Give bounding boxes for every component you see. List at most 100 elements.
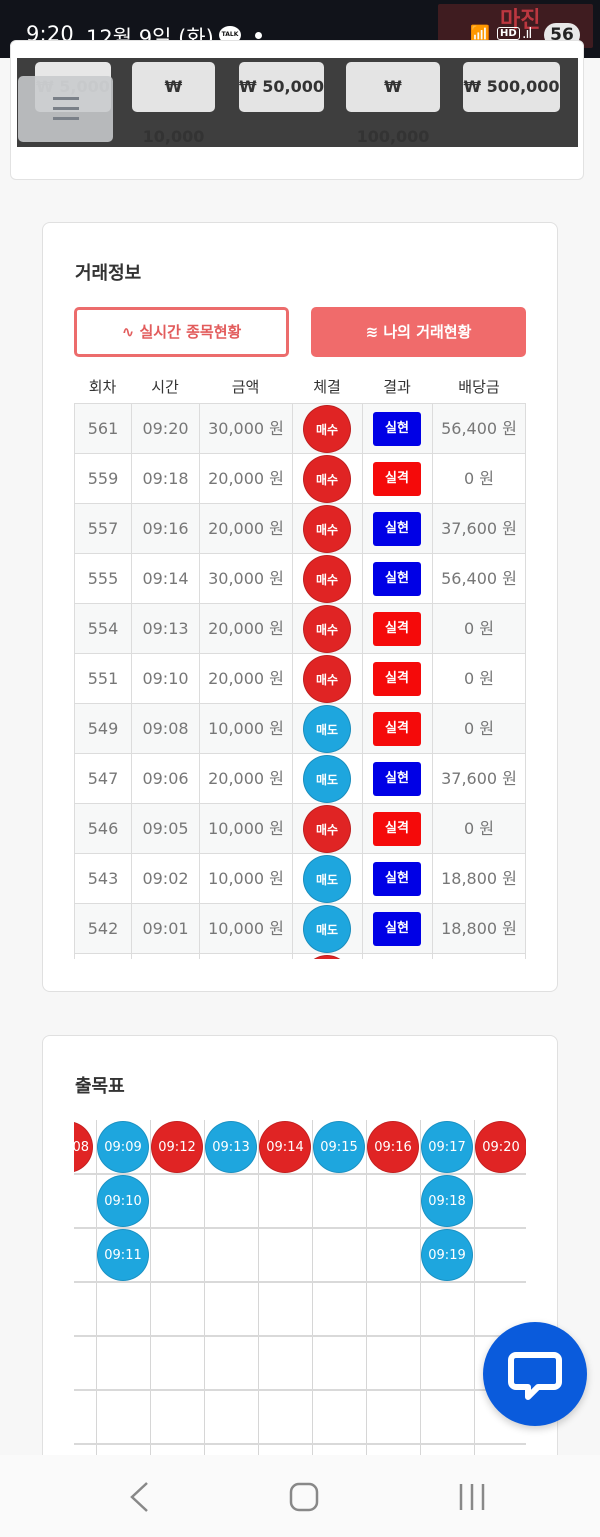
cell-round: 551 [74,654,131,704]
buy-badge: 매수 [303,455,351,503]
cell-amount: 20,000 원 [199,754,292,804]
cell-round: 559 [74,454,131,504]
signal-icon: .ıl [522,26,532,42]
grid-line [258,1120,259,1455]
sell-badge: 매도 [303,705,351,753]
table-row[interactable]: 543 09:02 10,000 원 18,800 원 매도 실현 [74,854,526,904]
cell-round: 543 [74,854,131,904]
cell-amount: 20,000 원 [199,504,292,554]
lose-badge: 실격 [373,662,421,696]
table-row[interactable]: 547 09:06 20,000 원 37,600 원 매도 실현 [74,754,526,804]
kakaotalk-icon: TALK [219,26,241,44]
watermark-text: 마진 [500,8,541,33]
buy-result-ball: 09:14 [259,1121,311,1173]
cell-result [362,754,432,804]
table-row[interactable]: 554 09:13 20,000 원 0 원 매수 실격 [74,604,526,654]
chip-100000[interactable]: ₩ 100,000 [346,62,440,146]
buy-badge: 매수 [303,805,351,853]
grid-line [74,1443,526,1445]
chip-10000[interactable]: ₩ 10,000 [132,62,215,146]
trade-table[interactable]: 561 09:20 30,000 원 56,400 원 매수 실현 559 09:18 20,0… [74,403,526,959]
win-badge: 실현 [373,562,421,596]
table-row[interactable]: 555 09:14 30,000 원 56,400 원 매수 실현 [74,554,526,604]
cell-amount: 20,000 원 [199,604,292,654]
cell-position [292,454,362,504]
grid-line [150,1120,151,1455]
cell-round: 554 [74,604,131,654]
cell-time: 09:01 [131,904,199,954]
cell-result [362,854,432,904]
sell-result-ball: 09:11 [97,1229,149,1281]
hamburger-menu-button[interactable] [18,76,113,142]
cell-round: 561 [74,404,131,454]
chat-button[interactable] [483,1322,587,1426]
home-button[interactable] [274,1477,334,1517]
recents-button[interactable] [442,1477,502,1517]
sell-result-ball: 09:18 [421,1175,473,1227]
grid-line [74,1227,526,1229]
cell-time: 09:18 [131,454,199,504]
buy-result-ball: 09:12 [151,1121,203,1173]
cell-amount: 20,000 원 [199,654,292,704]
cell-time: 09:13 [131,604,199,654]
cell-position [292,604,362,654]
table-row[interactable]: 549 09:08 10,000 원 0 원 매도 실격 [74,704,526,754]
table-row[interactable]: 557 09:16 20,000 원 37,600 원 매수 실현 [74,504,526,554]
chip-500000[interactable]: ₩ 500,000 [463,62,560,112]
buy-result-ball: 09:16 [367,1121,419,1173]
system-nav-bar [0,1455,600,1537]
grid-line [312,1120,313,1455]
buy-badge: 매수 [303,405,351,453]
cell-amount: 10,000 원 [199,904,292,954]
grid-line [474,1120,475,1455]
cell-round: 542 [74,904,131,954]
buy-badge: 매수 [303,655,351,703]
cell-round [74,954,131,959]
cell-time: 09:20 [131,404,199,454]
back-button[interactable] [112,1477,172,1517]
sell-result-ball: 09:09 [97,1121,149,1173]
sell-result-ball: 09:10 [97,1175,149,1227]
buy-result-ball: 08 [74,1121,93,1173]
cell-time [131,954,199,959]
col-round: 회차 [88,378,117,396]
table-row[interactable]: 561 09:20 30,000 원 56,400 원 매수 실현 [74,404,526,454]
cell-position [292,654,362,704]
hd-voice-icon: HD [497,27,520,40]
cell-position [292,404,362,454]
cell-position [292,554,362,604]
table-row[interactable]: 542 09:01 10,000 원 18,800 원 매도 실현 [74,904,526,954]
table-row[interactable]: 546 09:05 10,000 원 0 원 매수 실격 [74,804,526,854]
cell-position [292,754,362,804]
cell-amount: 20,000 원 [199,454,292,504]
grid-line [96,1120,97,1455]
grid-line [420,1120,421,1455]
chip-50000[interactable]: ₩ 50,000 [239,62,324,112]
buy-result-ball: 09:20 [475,1121,526,1173]
grid-line [74,1173,526,1175]
sell-result-ball: 09:15 [313,1121,365,1173]
table-row[interactable] [74,954,526,959]
cell-result [362,604,432,654]
trade-table-header: 회차 시간 금액 체결 결과 배당금 [74,376,526,402]
realtime-status-button[interactable]: ∿ 실시간 종목현황 [74,307,289,357]
grid-line [74,1335,526,1337]
cell-position [292,854,362,904]
cell-time: 09:02 [131,854,199,904]
my-trades-button[interactable]: ≋ 나의 거래현황 [311,307,526,357]
win-badge: 실현 [373,862,421,896]
table-row[interactable]: 551 09:10 20,000 원 0 원 매수 실격 [74,654,526,704]
table-row[interactable]: 559 09:18 20,000 원 0 원 매수 실격 [74,454,526,504]
cell-result [362,504,432,554]
sell-badge: 매도 [303,755,351,803]
cell-payout: 0 원 [432,454,526,504]
cell-payout: 0 원 [432,704,526,754]
grid-line [74,1281,526,1283]
result-board-card: 출목표 [42,1035,558,1537]
col-amount: 금액 [231,378,260,396]
result-board-grid[interactable]: 08 09:09 09:10 09:11 09:12 09:13 09:14 09:15 09:… [74,1120,526,1455]
chat-bubble-icon [508,1352,562,1400]
buy-badge: 매수 [303,555,351,603]
back-chevron-icon [130,1482,148,1512]
